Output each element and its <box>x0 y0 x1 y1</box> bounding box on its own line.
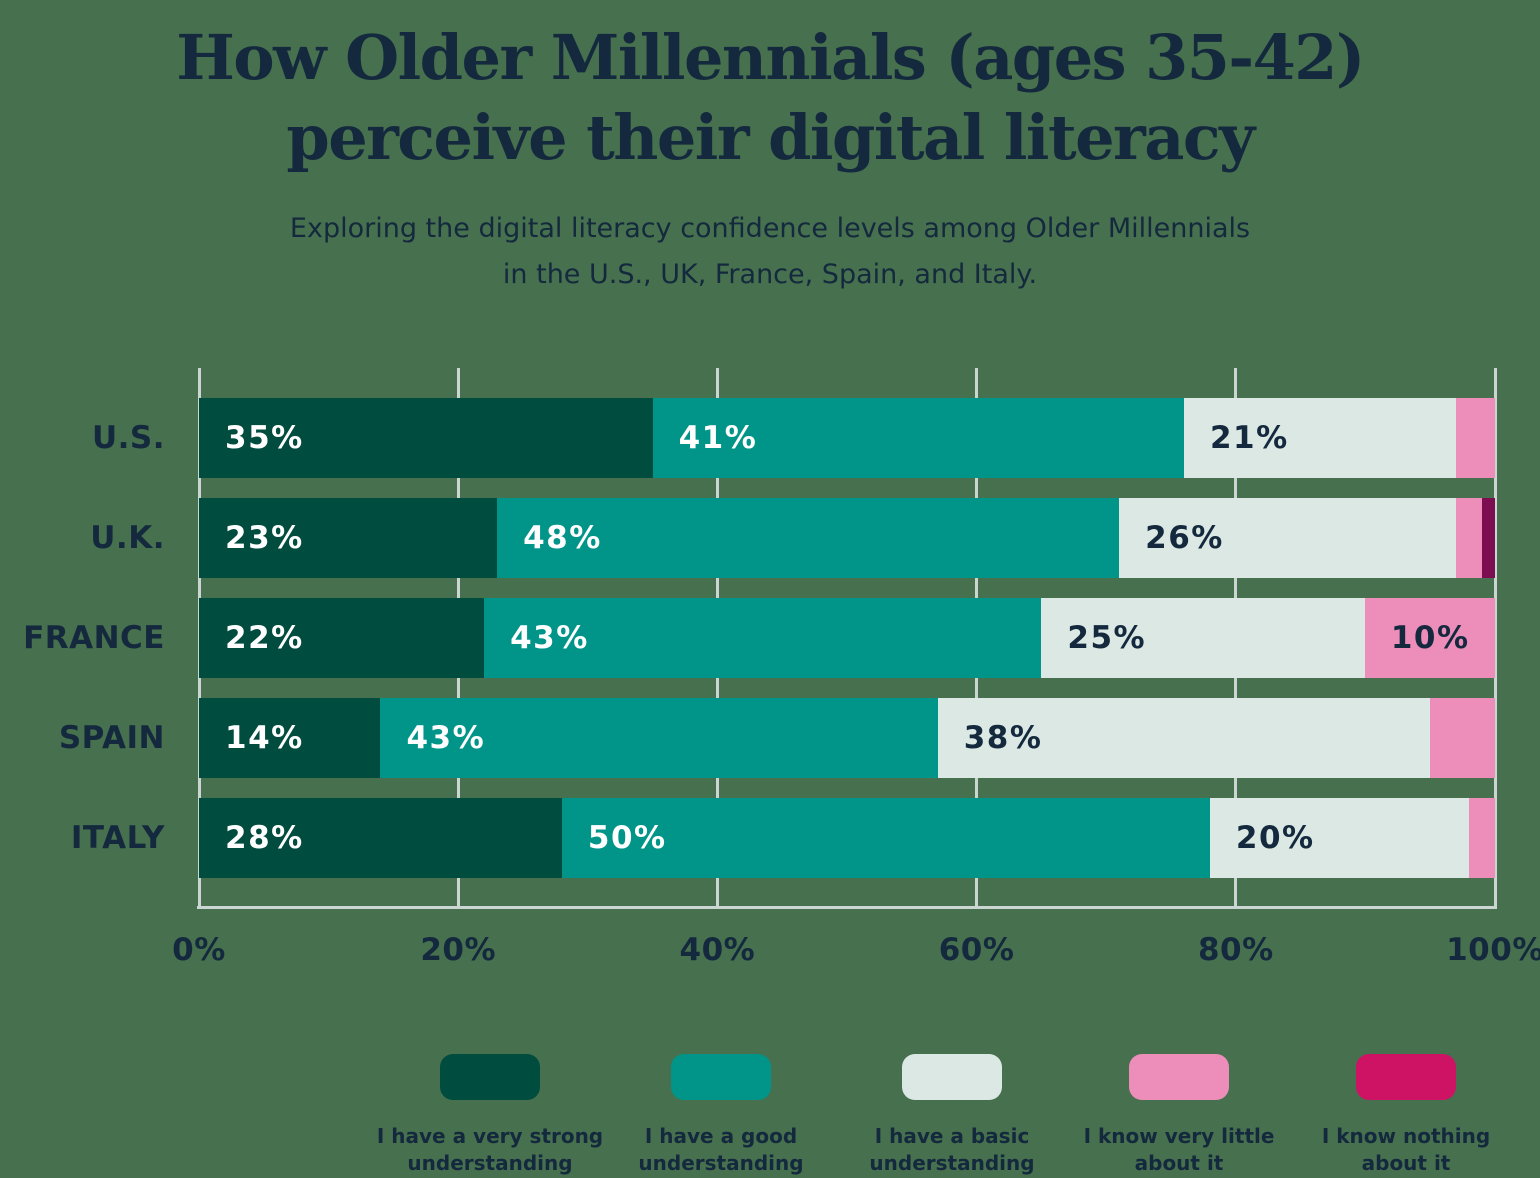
bar-row: 23% 48% 26% <box>199 498 1495 578</box>
bar-segment: 43% <box>380 698 938 778</box>
page-title-line-2: perceive their digital literacy <box>286 101 1255 174</box>
legend-label-line: I have a basic <box>874 1124 1030 1148</box>
bar-segment-label: 10% <box>1390 620 1470 656</box>
bar-row: 22% 43% 25% 10% <box>199 598 1495 678</box>
legend-item-label: I have a very strong understanding <box>370 1123 610 1177</box>
x-tick-label: 60% <box>938 932 1015 968</box>
bar-segment-label: 28% <box>225 820 304 856</box>
bar-segment: 50% <box>561 798 1210 878</box>
bar-segment-label: 50% <box>587 820 667 856</box>
bar-segment <box>1456 498 1483 578</box>
legend-item-label: I have a basic understanding <box>832 1123 1072 1177</box>
bar-segment-label: 41% <box>678 420 758 456</box>
legend-label-line: I have a very strong <box>376 1124 604 1148</box>
bar-segment: 48% <box>497 498 1120 578</box>
bar-segment: 35% <box>199 398 653 478</box>
x-tick-label: 100% <box>1446 932 1540 968</box>
bar-segment-label: 43% <box>406 720 486 756</box>
country-label: U.K. <box>90 520 165 556</box>
legend-item-label: I have a good understanding <box>601 1123 841 1177</box>
bar-segment-label: 43% <box>510 620 589 656</box>
legend-label-line: about it <box>1134 1151 1224 1175</box>
bar-segment <box>1469 798 1495 878</box>
x-axis-line <box>197 906 1497 909</box>
bar-segment: 43% <box>484 598 1042 678</box>
page-subtitle-line-2: in the U.S., UK, France, Spain, and Ital… <box>502 259 1038 290</box>
x-tick-label: 40% <box>679 932 756 968</box>
bar-segment: 26% <box>1119 498 1457 578</box>
x-tick-label: 0% <box>172 932 226 968</box>
legend-swatch <box>1129 1054 1229 1100</box>
bar-segment: 22% <box>199 598 485 678</box>
legend-swatch <box>440 1054 540 1100</box>
legend-label-line: understanding <box>407 1151 573 1175</box>
x-tick-label: 80% <box>1197 932 1274 968</box>
bar-segment: 41% <box>652 398 1184 478</box>
legend-swatch <box>1356 1054 1456 1100</box>
bar-row: 28% 50% 20% <box>199 798 1495 878</box>
bar-row: 35% 41% 21% <box>199 398 1495 478</box>
x-tick-label: 20% <box>420 932 497 968</box>
gridline <box>1493 368 1497 906</box>
bar-segment <box>1482 498 1495 578</box>
bar-segment-label: 48% <box>523 520 602 556</box>
bar-segment-label: 21% <box>1209 420 1289 456</box>
legend-item: I have a good understanding <box>601 1054 841 1177</box>
legend-item: I have a very strong understanding <box>370 1054 610 1177</box>
legend-item-label: I know very little about it <box>1059 1123 1299 1177</box>
bar-row: 14% 43% 38% <box>199 698 1495 778</box>
legend-swatch <box>902 1054 1002 1100</box>
legend-swatch <box>671 1054 771 1100</box>
bar-segment: 20% <box>1209 798 1470 878</box>
bar-segment-label: 14% <box>225 720 304 756</box>
legend-label-line: I have a good <box>644 1124 798 1148</box>
bar-segment: 38% <box>937 698 1431 778</box>
legend-label-line: I know very little <box>1083 1124 1275 1148</box>
bar-segment-label: 35% <box>225 420 304 456</box>
legend-item-label: I know nothing about it <box>1286 1123 1526 1177</box>
legend-label-line: understanding <box>869 1151 1035 1175</box>
bar-segment <box>1456 398 1495 478</box>
bar-segment-label: 22% <box>225 620 304 656</box>
bar-segment-label: 38% <box>963 720 1043 756</box>
country-label: SPAIN <box>58 720 165 756</box>
legend-label-line: I know nothing <box>1321 1124 1491 1148</box>
bar-segment-label: 25% <box>1067 620 1147 656</box>
country-label: U.S. <box>91 420 165 456</box>
page-subtitle-line-1: Exploring the digital literacy confidenc… <box>289 213 1251 244</box>
bar-segment: 28% <box>199 798 562 878</box>
legend-item: I know very little about it <box>1059 1054 1299 1177</box>
legend-label-line: understanding <box>638 1151 804 1175</box>
country-label: ITALY <box>70 820 165 856</box>
legend-item: I have a basic understanding <box>832 1054 1072 1177</box>
bar-segment: 21% <box>1183 398 1457 478</box>
page-subtitle: Exploring the digital literacy confidenc… <box>0 206 1540 298</box>
bar-segment: 14% <box>199 698 381 778</box>
bar-segment-label: 26% <box>1145 520 1224 556</box>
bar-segment <box>1430 698 1495 778</box>
page-title: How Older Millennials (ages 35-42) perce… <box>0 18 1540 178</box>
bar-segment-label: 20% <box>1235 820 1315 856</box>
country-label: FRANCE <box>23 620 165 656</box>
page-title-line-1: How Older Millennials (ages 35-42) <box>176 21 1365 94</box>
bar-segment: 10% <box>1365 598 1495 678</box>
legend-label-line: about it <box>1361 1151 1451 1175</box>
bar-segment-label: 23% <box>225 520 304 556</box>
bar-segment: 25% <box>1041 598 1366 678</box>
legend-item: I know nothing about it <box>1286 1054 1526 1177</box>
bar-segment: 23% <box>199 498 498 578</box>
